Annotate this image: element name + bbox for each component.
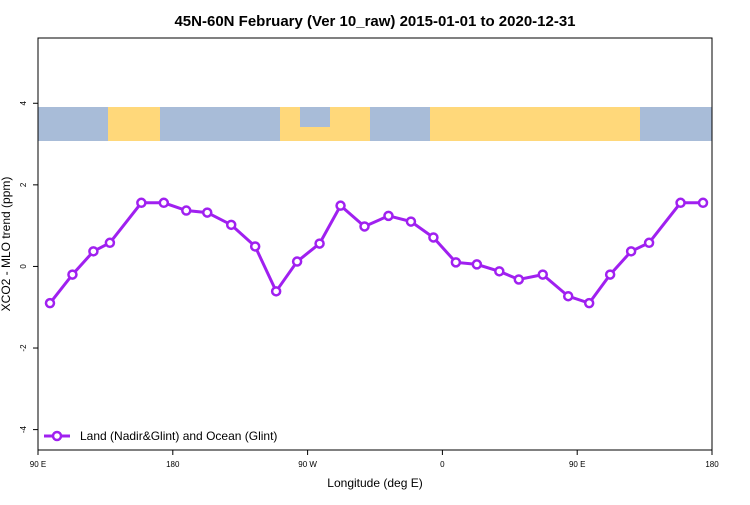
data-point bbox=[450, 257, 462, 268]
plot-frame bbox=[37, 37, 713, 451]
legend-marker bbox=[51, 430, 63, 442]
data-point bbox=[643, 237, 655, 249]
x-axis-label: Longitude (deg E) bbox=[327, 476, 422, 490]
data-point bbox=[604, 269, 616, 280]
data-point bbox=[314, 238, 325, 249]
data-point bbox=[625, 246, 637, 257]
x-tick-label: 90 W bbox=[298, 460, 317, 469]
map-band bbox=[38, 107, 712, 141]
x-tick-label: 90 E bbox=[569, 460, 585, 469]
map-ocean bbox=[38, 107, 108, 141]
y-tick-label: -2 bbox=[19, 344, 28, 352]
data-point bbox=[44, 297, 56, 309]
data-point bbox=[675, 197, 686, 209]
x-tick-label: 180 bbox=[705, 460, 719, 469]
map-ocean bbox=[370, 107, 430, 141]
chart-title: 45N-60N February (Ver 10_raw) 2015-01-01… bbox=[174, 13, 575, 30]
data-line bbox=[48, 201, 704, 305]
legend-label: Land (Nadir&Glint) and Ocean (Glint) bbox=[80, 429, 277, 443]
x-tick-label: 0 bbox=[440, 460, 445, 469]
data-point bbox=[158, 197, 170, 209]
data-point bbox=[225, 219, 237, 231]
map-ocean bbox=[640, 107, 712, 141]
y-tick-label: 0 bbox=[19, 264, 28, 269]
y-axis-label: XCO2 - MLO trend (ppm) bbox=[0, 177, 13, 312]
data-point bbox=[428, 232, 439, 243]
data-point bbox=[67, 269, 78, 280]
x-tick-label: 180 bbox=[166, 460, 180, 469]
data-point bbox=[335, 200, 346, 211]
data-point bbox=[383, 210, 394, 222]
data-point bbox=[88, 246, 99, 257]
y-tick-label: 2 bbox=[19, 182, 28, 187]
y-tick-label: 4 bbox=[19, 100, 28, 105]
data-point bbox=[583, 297, 595, 309]
data-point bbox=[562, 290, 574, 302]
data-point bbox=[136, 197, 147, 209]
map-ocean bbox=[160, 107, 280, 141]
data-point bbox=[181, 205, 192, 216]
data-point bbox=[494, 266, 505, 277]
data-point bbox=[697, 197, 709, 209]
data-point bbox=[104, 237, 116, 249]
data-point bbox=[513, 274, 525, 285]
data-point bbox=[201, 207, 213, 218]
data-point bbox=[359, 221, 370, 232]
data-point bbox=[249, 241, 261, 252]
map-ocean bbox=[300, 107, 330, 127]
data-point bbox=[471, 259, 483, 270]
data-point bbox=[537, 269, 549, 280]
y-tick-label: -4 bbox=[19, 426, 28, 434]
data-point bbox=[405, 216, 417, 227]
x-tick-label: 90 E bbox=[30, 460, 46, 469]
data-point bbox=[291, 256, 303, 267]
data-point bbox=[270, 286, 282, 297]
